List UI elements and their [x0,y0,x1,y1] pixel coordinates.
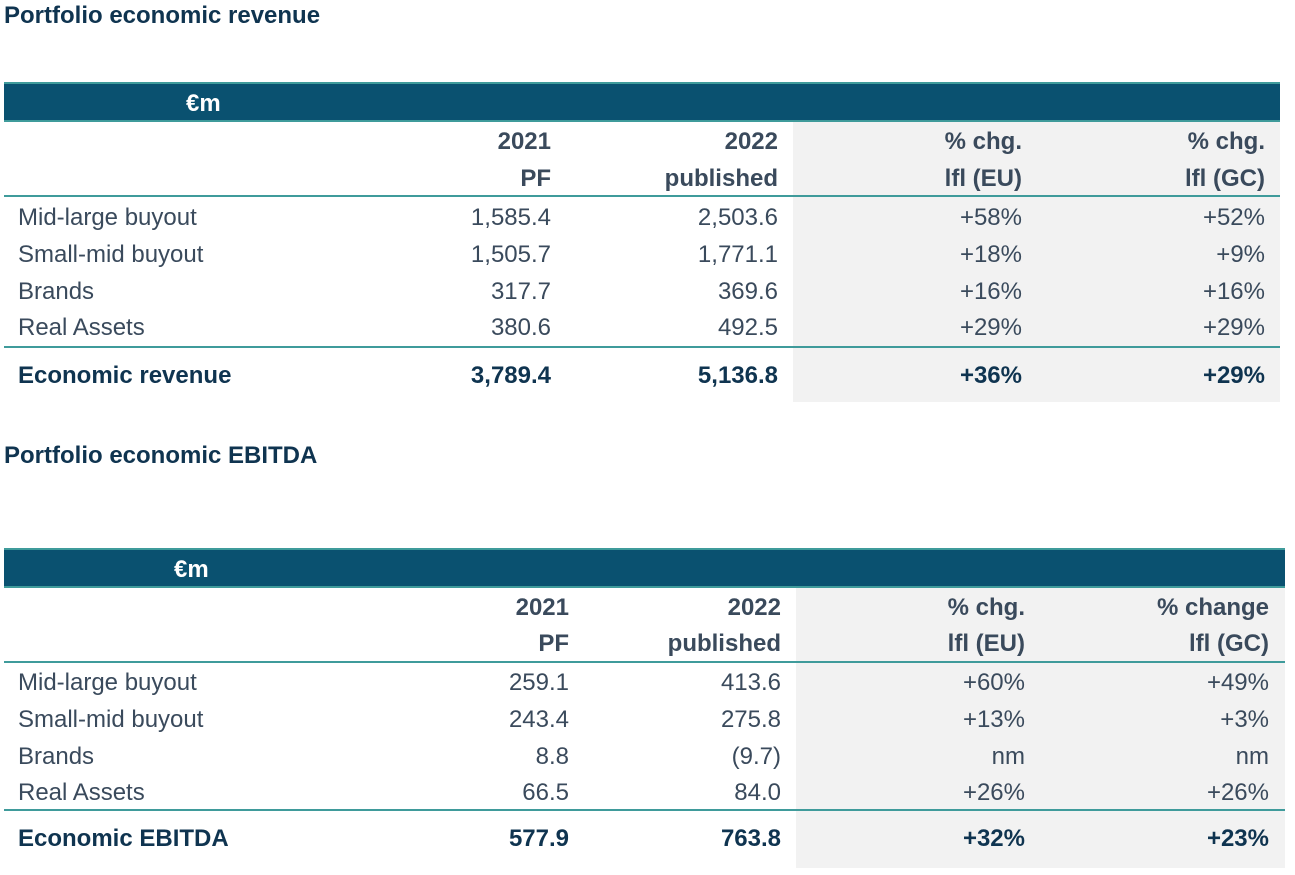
revenue-header-band: €m [4,84,1280,120]
revenue-header-gc-line2: lfl (GC) [1185,165,1265,192]
ebitda-row-2021: 8.8 [535,743,569,770]
ebitda-total-2022: 763.8 [720,825,781,852]
revenue-row-2021: 317.7 [490,278,551,305]
revenue-top-rule [4,82,1280,84]
revenue-row-2022: 2,503.6 [697,204,778,231]
revenue-section-title: Portfolio economic revenue [4,2,321,29]
ebitda-row-gc: nm [1235,743,1269,770]
ebitda-header-eu-line2: lfl (EU) [947,630,1025,657]
ebitda-unit: €m [174,556,209,583]
revenue-shaded-columns [793,122,1280,402]
ebitda-header-band: €m [4,550,1285,586]
revenue-total-eu: +36% [959,362,1022,389]
revenue-row-label: Mid-large buyout [18,204,197,231]
revenue-row-gc: +16% [1202,278,1265,305]
revenue-row-2021: 1,505.7 [470,241,551,268]
revenue-row-2022: 1,771.1 [697,241,778,268]
revenue-row-gc: +9% [1216,241,1265,268]
ebitda-row-2021: 259.1 [508,669,569,696]
ebitda-header-2022-line1: 2022 [727,594,781,621]
ebitda-row-2022: (9.7) [731,743,781,770]
revenue-row-gc: +29% [1202,314,1265,341]
revenue-row-2021: 380.6 [490,314,551,341]
ebitda-row-eu: +13% [962,706,1025,733]
ebitda-table: €m 2021 PF 2022 published % chg. lfl (EU… [4,548,1285,868]
ebitda-total-rule [4,809,1285,811]
ebitda-header-2021-line1: 2021 [515,594,569,621]
revenue-row-label: Real Assets [18,314,145,341]
ebitda-header-gc-line1: % change [1156,594,1269,621]
revenue-row-2022: 369.6 [717,278,778,305]
revenue-row-gc: +52% [1202,204,1265,231]
revenue-band-rule [4,120,1280,122]
ebitda-row-gc: +26% [1206,779,1269,806]
ebitda-total-2021: 577.9 [508,825,569,852]
revenue-total-2022: 5,136.8 [697,362,778,389]
ebitda-section-title: Portfolio economic EBITDA [4,442,318,469]
ebitda-shaded-columns [796,588,1285,868]
revenue-total-label: Economic revenue [18,362,232,389]
revenue-total-rule [4,346,1280,348]
ebitda-total-gc: +23% [1206,825,1269,852]
revenue-row-eu: +18% [959,241,1022,268]
ebitda-total-label: Economic EBITDA [18,825,229,852]
ebitda-row-gc: +3% [1220,706,1269,733]
revenue-total-2021: 3,789.4 [470,362,551,389]
revenue-row-eu: +29% [959,314,1022,341]
revenue-header-2022-line1: 2022 [724,128,778,155]
revenue-row-label: Small-mid buyout [18,241,204,268]
revenue-header-2021-line1: 2021 [497,128,551,155]
revenue-header-2022-line2: published [664,165,778,192]
revenue-table: €m 2021 PF 2022 published % chg. lfl (EU… [4,82,1280,402]
revenue-total-gc: +29% [1202,362,1265,389]
ebitda-row-2022: 413.6 [720,669,781,696]
ebitda-row-eu: +26% [962,779,1025,806]
ebitda-row-eu: +60% [962,669,1025,696]
ebitda-row-label: Small-mid buyout [18,706,204,733]
ebitda-row-2021: 66.5 [522,779,569,806]
revenue-row-2022: 492.5 [717,314,778,341]
revenue-row-2021: 1,585.4 [470,204,551,231]
ebitda-row-2022: 84.0 [734,779,781,806]
ebitda-row-label: Mid-large buyout [18,669,197,696]
ebitda-band-rule [4,586,1285,588]
ebitda-row-gc: +49% [1206,669,1269,696]
ebitda-row-label: Real Assets [18,779,145,806]
ebitda-row-eu: nm [991,743,1025,770]
ebitda-row-label: Brands [18,743,95,770]
ebitda-header-rule [4,661,1285,663]
ebitda-header-2021-line2: PF [538,630,569,657]
revenue-header-gc-line1: % chg. [1187,128,1265,155]
ebitda-header-eu-line1: % chg. [947,594,1025,621]
ebitda-header-2022-line2: published [667,630,781,657]
revenue-row-eu: +16% [959,278,1022,305]
revenue-row-label: Brands [18,278,95,305]
revenue-row-eu: +58% [959,204,1022,231]
revenue-header-eu-line1: % chg. [944,128,1022,155]
revenue-unit: €m [186,90,221,117]
ebitda-top-rule [4,548,1285,550]
ebitda-header-gc-line2: lfl (GC) [1189,630,1269,657]
revenue-header-eu-line2: lfl (EU) [944,165,1022,192]
ebitda-row-2022: 275.8 [720,706,781,733]
revenue-header-2021-line2: PF [520,165,551,192]
ebitda-total-eu: +32% [962,825,1025,852]
revenue-header-rule [4,195,1280,197]
ebitda-row-2021: 243.4 [508,706,569,733]
